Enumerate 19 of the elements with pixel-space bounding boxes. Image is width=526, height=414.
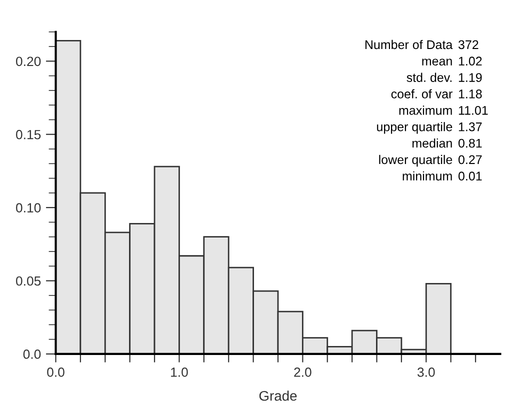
- annotation: lower quartile 0.27: [379, 154, 482, 167]
- annotation: upper quartile 1.37: [377, 122, 482, 134]
- x-tick-label: 1.0: [171, 368, 188, 377]
- annotation: maximum 11.01: [399, 106, 488, 115]
- annotation: median 0.81: [412, 138, 482, 148]
- x-axis-title: Grade: [259, 390, 297, 401]
- x-tick-label: 3.0: [417, 368, 435, 377]
- annotation: mean 1.02: [422, 56, 482, 66]
- annotation: minimum 0.01: [402, 171, 482, 181]
- x-tick-label: 0.0: [47, 368, 64, 377]
- y-tick-label: 0.20: [16, 56, 41, 66]
- annotation: Number of Data 372: [365, 40, 478, 50]
- y-tick-label: 0.10: [16, 203, 41, 212]
- annotation: coef. of var 1.18: [391, 89, 482, 98]
- y-tick-label: 0.05: [16, 276, 41, 286]
- x-tick-label: 2.0: [294, 368, 312, 377]
- annotation: std. dev. 1.19: [406, 72, 482, 82]
- y-tick-label: 0.0: [23, 350, 41, 359]
- y-tick-label: 0.15: [16, 130, 41, 140]
